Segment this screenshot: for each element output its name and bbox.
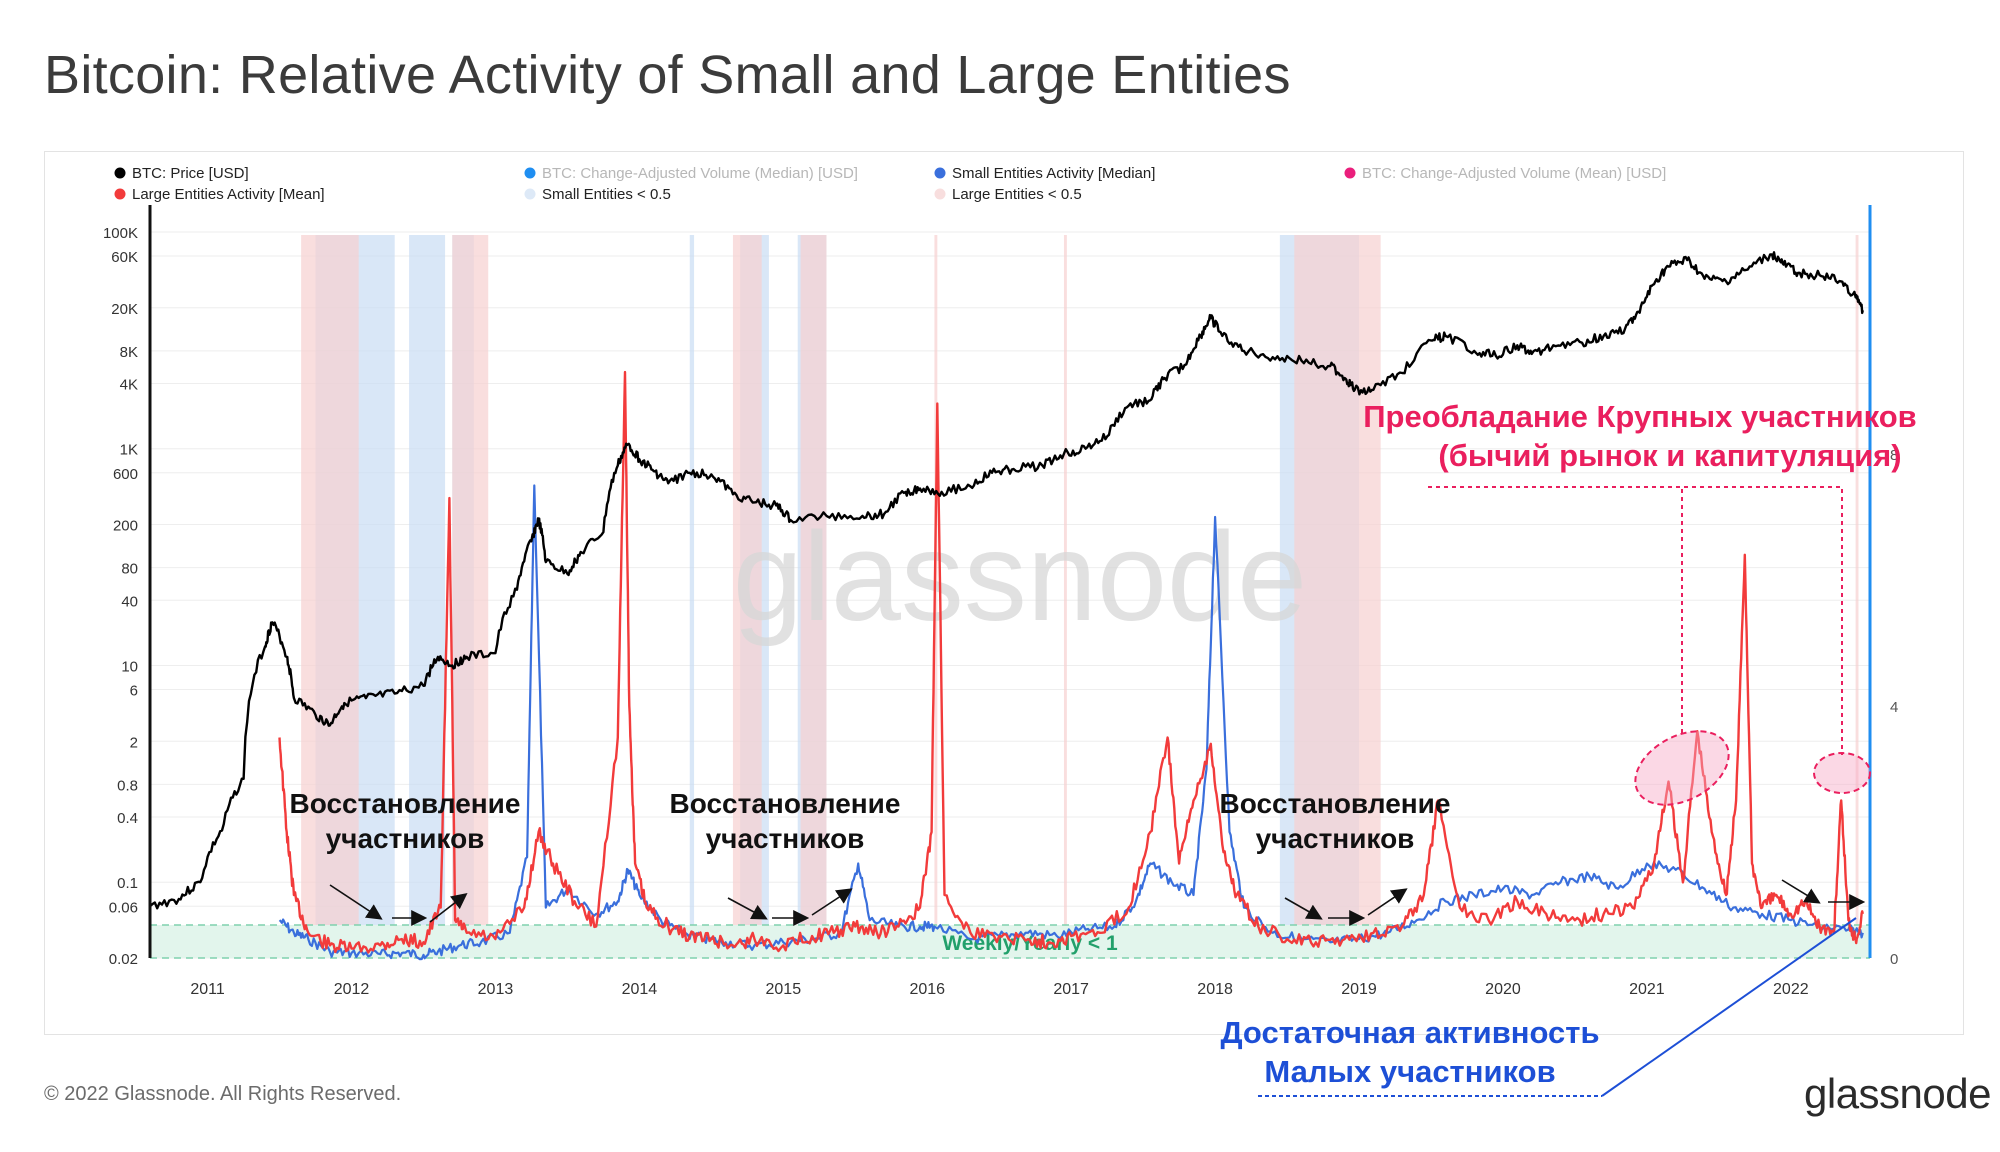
axes: 100K60K20K8K4K1K600200804010620.80.40.10… bbox=[103, 205, 1898, 998]
x-tick-8: 2019 bbox=[1341, 981, 1377, 998]
y-right-tick-2: 0 bbox=[1890, 951, 1898, 968]
legend-label-4: Large Entities Activity [Mean] bbox=[132, 186, 325, 203]
legend-dot-5 bbox=[524, 188, 536, 200]
brand-logo: glassnode bbox=[1804, 1070, 1991, 1117]
y-left-tick-4: 4K bbox=[120, 377, 138, 394]
legend-label-5: Small Entities < 0.5 bbox=[542, 186, 671, 203]
large-band-0 bbox=[301, 235, 359, 958]
annotation-marks bbox=[1258, 486, 1871, 1097]
y-left-tick-7: 200 bbox=[113, 518, 138, 535]
x-tick-5: 2016 bbox=[909, 981, 945, 998]
x-tick-11: 2022 bbox=[1773, 981, 1809, 998]
small-activity-annotation: Достаточная активность Малых участников bbox=[1180, 1014, 1640, 1092]
small-band-1 bbox=[409, 235, 446, 958]
large-band-5 bbox=[1063, 235, 1067, 958]
y-left-tick-2: 20K bbox=[111, 301, 138, 318]
x-tick-3: 2014 bbox=[622, 981, 658, 998]
large-band-3 bbox=[800, 235, 827, 958]
y-left-tick-14: 0.4 bbox=[117, 810, 138, 827]
small-activity-line1: Достаточная активность bbox=[1220, 1015, 1600, 1050]
recovery-annotation-2: Восстановление участников bbox=[669, 788, 901, 854]
large-dominance-annotation: Преобладание Крупных участников (бычий р… bbox=[1300, 398, 1980, 476]
x-tick-6: 2017 bbox=[1053, 981, 1089, 998]
recovery-annotation-1: Восстановление участников bbox=[289, 788, 521, 854]
legend-label-2: Small Entities Activity [Median] bbox=[952, 165, 1155, 182]
y-left-tick-6: 600 bbox=[113, 466, 138, 483]
x-tick-1: 2012 bbox=[334, 981, 370, 998]
small-band-3 bbox=[689, 235, 695, 958]
large-band-7 bbox=[1855, 235, 1859, 958]
copyright: © 2022 Glassnode. All Rights Reserved. bbox=[44, 1083, 402, 1105]
y-left-tick-8: 80 bbox=[121, 561, 138, 578]
y-left-tick-3: 8K bbox=[120, 344, 138, 361]
large-band-1 bbox=[452, 235, 489, 958]
highlight-ellipse-2021 bbox=[1634, 730, 1730, 806]
large-band-6 bbox=[1294, 235, 1381, 958]
legend-label-3: BTC: Change-Adjusted Volume (Mean) [USD] bbox=[1362, 165, 1666, 182]
trend-arrow-8 bbox=[1367, 888, 1408, 916]
threshold-bands bbox=[301, 235, 1859, 958]
x-tick-7: 2018 bbox=[1197, 981, 1233, 998]
legend-dot-1 bbox=[524, 167, 536, 179]
trend-arrow-3 bbox=[727, 897, 768, 920]
x-tick-0: 2011 bbox=[190, 981, 225, 998]
y-left-tick-9: 40 bbox=[121, 593, 138, 610]
legend-dot-4 bbox=[114, 188, 126, 200]
btc-price-line bbox=[149, 251, 1864, 910]
legend: BTC: Price [USD] BTC: Change-Adjusted Vol… bbox=[114, 165, 1666, 203]
arrows bbox=[329, 879, 1866, 926]
y-left-tick-12: 2 bbox=[130, 734, 138, 751]
x-tick-2: 2013 bbox=[478, 981, 514, 998]
y-left-tick-11: 6 bbox=[130, 683, 138, 700]
legend-dot-2 bbox=[934, 167, 946, 179]
y-left-tick-13: 0.8 bbox=[117, 777, 138, 794]
trend-arrow-0 bbox=[329, 884, 383, 920]
recovery-annotation-3: Восстановление участников bbox=[1219, 788, 1451, 854]
highlight-ellipse-2022 bbox=[1813, 752, 1871, 794]
large-band-2 bbox=[732, 235, 762, 958]
x-tick-9: 2020 bbox=[1485, 981, 1521, 998]
page-title: Bitcoin: Relative Activity of Small and … bbox=[44, 45, 1291, 105]
y-left-tick-16: 0.06 bbox=[109, 899, 138, 916]
legend-dot-0 bbox=[114, 167, 126, 179]
x-tick-10: 2021 bbox=[1629, 981, 1665, 998]
legend-label-0: BTC: Price [USD] bbox=[132, 165, 249, 182]
series bbox=[149, 251, 1864, 961]
y-left-tick-5: 1K bbox=[120, 442, 138, 459]
y-left-tick-17: 0.02 bbox=[109, 951, 138, 968]
pointer-blue bbox=[1601, 917, 1857, 1097]
trend-arrow-5 bbox=[811, 888, 853, 916]
y-right-tick-1: 4 bbox=[1890, 699, 1898, 716]
large-entities-line bbox=[278, 370, 1864, 954]
small-activity-line2: Малых участников bbox=[1264, 1053, 1556, 1089]
y-left-tick-15: 0.1 bbox=[117, 875, 138, 892]
chart-frame bbox=[44, 151, 1964, 1035]
x-tick-4: 2015 bbox=[766, 981, 802, 998]
bracket-red bbox=[1681, 486, 1843, 755]
legend-dot-6 bbox=[934, 188, 946, 200]
trend-arrow-6 bbox=[1284, 897, 1323, 920]
legend-label-1: BTC: Change-Adjusted Volume (Median) [US… bbox=[542, 165, 858, 182]
y-right-tick-0: 8 bbox=[1890, 447, 1898, 464]
trend-arrow-2 bbox=[429, 893, 468, 923]
y-left-tick-1: 60K bbox=[111, 249, 138, 266]
legend-dot-3 bbox=[1344, 167, 1356, 179]
y-left-tick-0: 100K bbox=[103, 225, 138, 242]
large-dominance-line2: (бычий рынок и капитуляция) bbox=[1438, 437, 1902, 473]
large-dominance-line1: Преобладание Крупных участников bbox=[1363, 399, 1917, 434]
legend-label-6: Large Entities < 0.5 bbox=[952, 186, 1082, 203]
trend-arrow-9 bbox=[1781, 879, 1821, 904]
y-left-tick-10: 10 bbox=[121, 658, 138, 675]
